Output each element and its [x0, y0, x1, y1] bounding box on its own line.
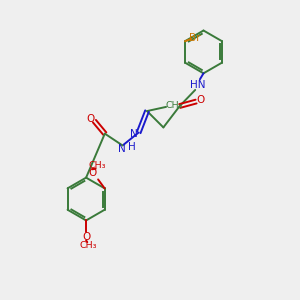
- Text: HN: HN: [190, 80, 205, 90]
- Text: O: O: [82, 232, 90, 242]
- Text: N: N: [130, 129, 138, 139]
- Text: H: H: [128, 142, 135, 152]
- Text: N: N: [118, 144, 126, 154]
- Text: CH₃: CH₃: [80, 241, 97, 250]
- Text: CH₃: CH₃: [166, 101, 183, 110]
- Text: O: O: [196, 95, 205, 105]
- Text: Br: Br: [189, 33, 200, 43]
- Text: O: O: [87, 114, 95, 124]
- Text: O: O: [88, 168, 96, 178]
- Text: CH₃: CH₃: [88, 161, 106, 170]
